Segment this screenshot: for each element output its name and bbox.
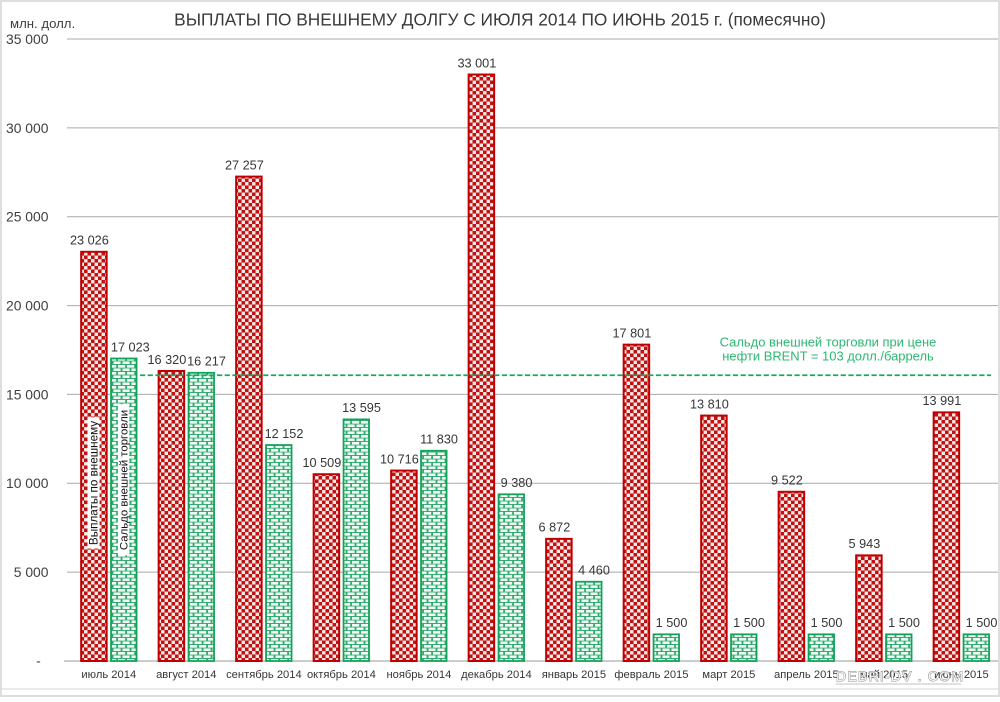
svg-text:ноябрь 2014: ноябрь 2014 <box>386 669 451 681</box>
svg-text:ВЫПЛАТЫ ПО ВНЕШНЕМУ ДОЛГУ С ИЮ: ВЫПЛАТЫ ПО ВНЕШНЕМУ ДОЛГУ С ИЮЛЯ 2014 ПО… <box>174 10 826 30</box>
svg-text:1 500: 1 500 <box>888 616 920 630</box>
svg-text:1 500: 1 500 <box>966 616 998 630</box>
svg-text:9 380: 9 380 <box>501 476 533 490</box>
svg-text:Сальдо внешней торговли при це: Сальдо внешней торговли при цене <box>720 335 937 350</box>
svg-text:16 217: 16 217 <box>187 355 226 369</box>
svg-text:10 716: 10 716 <box>380 452 419 466</box>
svg-text:30 000: 30 000 <box>6 120 49 136</box>
svg-text:11 830: 11 830 <box>420 433 458 447</box>
svg-text:нефти BRENT = 103 долл./баррел: нефти BRENT = 103 долл./баррель <box>722 349 934 364</box>
svg-text:1 500: 1 500 <box>733 616 765 630</box>
svg-text:16 320: 16 320 <box>147 353 186 367</box>
svg-text:Сальдо внешней торговли: Сальдо внешней торговли <box>119 410 131 550</box>
svg-text:5 943: 5 943 <box>849 537 881 551</box>
svg-text:20 000: 20 000 <box>6 298 49 314</box>
svg-text:5 000: 5 000 <box>14 564 49 580</box>
svg-text:10 000: 10 000 <box>6 475 49 491</box>
svg-text:4 460: 4 460 <box>578 564 610 578</box>
svg-text:23 026: 23 026 <box>70 234 109 248</box>
svg-text:декабрь 2014: декабрь 2014 <box>461 669 532 681</box>
svg-text:15 000: 15 000 <box>6 386 49 402</box>
svg-text:сентябрь 2014: сентябрь 2014 <box>226 669 302 681</box>
svg-text:13 810: 13 810 <box>690 397 729 411</box>
svg-text:июль 2014: июль 2014 <box>81 669 136 681</box>
svg-text:33 001: 33 001 <box>457 56 496 70</box>
svg-text:1 500: 1 500 <box>656 616 688 630</box>
svg-text:17 801: 17 801 <box>612 327 651 341</box>
svg-text:-: - <box>36 653 41 669</box>
svg-text:35 000: 35 000 <box>6 31 49 47</box>
svg-text:1 500: 1 500 <box>811 616 843 630</box>
svg-text:27 257: 27 257 <box>225 158 264 172</box>
svg-text:январь 2015: январь 2015 <box>542 669 606 681</box>
svg-text:10 509: 10 509 <box>302 456 341 470</box>
svg-text:май 2015: май 2015 <box>860 669 908 681</box>
svg-text:17 023: 17 023 <box>111 340 150 354</box>
svg-text:апрель 2015: апрель 2015 <box>774 669 839 681</box>
svg-text:6 872: 6 872 <box>539 521 571 535</box>
svg-text:август 2014: август 2014 <box>156 669 216 681</box>
svg-text:DEBRI-DV . COM: DEBRI-DV . COM <box>836 669 964 685</box>
svg-text:12 152: 12 152 <box>265 427 304 441</box>
svg-text:Выплаты по внешнему: Выплаты по внешнему <box>88 421 101 545</box>
svg-text:млн. долл.: млн. долл. <box>10 16 75 31</box>
svg-text:июнь 2015: июнь 2015 <box>934 669 989 681</box>
svg-text:25 000: 25 000 <box>6 209 49 225</box>
svg-text:октябрь 2014: октябрь 2014 <box>307 669 376 681</box>
svg-text:13 991: 13 991 <box>922 394 961 408</box>
svg-text:март 2015: март 2015 <box>702 669 755 681</box>
svg-text:февраль 2015: февраль 2015 <box>614 669 688 681</box>
svg-text:13 595: 13 595 <box>342 401 381 415</box>
svg-text:9 522: 9 522 <box>771 474 803 488</box>
